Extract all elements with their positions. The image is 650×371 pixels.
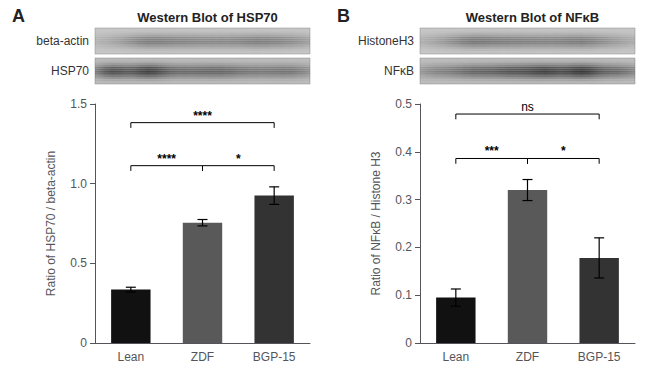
svg-text:0.2: 0.2 [395, 240, 412, 254]
svg-text:B: B [337, 6, 350, 26]
svg-text:Lean: Lean [442, 350, 469, 364]
svg-text:ZDF: ZDF [191, 350, 214, 364]
svg-text:ns: ns [521, 100, 534, 114]
svg-text:0: 0 [80, 336, 87, 350]
svg-text:0.3: 0.3 [395, 193, 412, 207]
svg-text:BGP-15: BGP-15 [253, 350, 296, 364]
svg-text:1.0: 1.0 [70, 177, 87, 191]
svg-text:0.1: 0.1 [395, 288, 412, 302]
svg-text:Western Blot of HSP70: Western Blot of HSP70 [137, 10, 278, 25]
svg-text:ZDF: ZDF [516, 350, 539, 364]
svg-text:BGP-15: BGP-15 [578, 350, 621, 364]
svg-text:beta-actin: beta-actin [36, 34, 89, 48]
svg-text:1.5: 1.5 [70, 97, 87, 111]
svg-text:0.5: 0.5 [395, 97, 412, 111]
svg-text:Western Blot of NFκB: Western Blot of NFκB [466, 10, 599, 25]
svg-text:*: * [236, 152, 241, 166]
svg-text:0.5: 0.5 [70, 256, 87, 270]
svg-text:HSP70: HSP70 [51, 64, 89, 78]
svg-text:0: 0 [405, 336, 412, 350]
svg-text:****: **** [157, 152, 176, 166]
svg-text:Lean: Lean [117, 350, 144, 364]
svg-text:***: *** [485, 144, 499, 158]
svg-text:HistoneH3: HistoneH3 [358, 34, 414, 48]
svg-text:NFκB: NFκB [384, 64, 414, 78]
svg-text:Ratio of HSP70 / beta-actin: Ratio of HSP70 / beta-actin [44, 151, 58, 296]
svg-text:****: **** [193, 109, 212, 123]
svg-text:0.4: 0.4 [395, 145, 412, 159]
svg-text:A: A [12, 6, 25, 26]
svg-text:*: * [561, 144, 566, 158]
svg-text:Ratio of NFκB / Histone H3: Ratio of NFκB / Histone H3 [369, 151, 383, 295]
